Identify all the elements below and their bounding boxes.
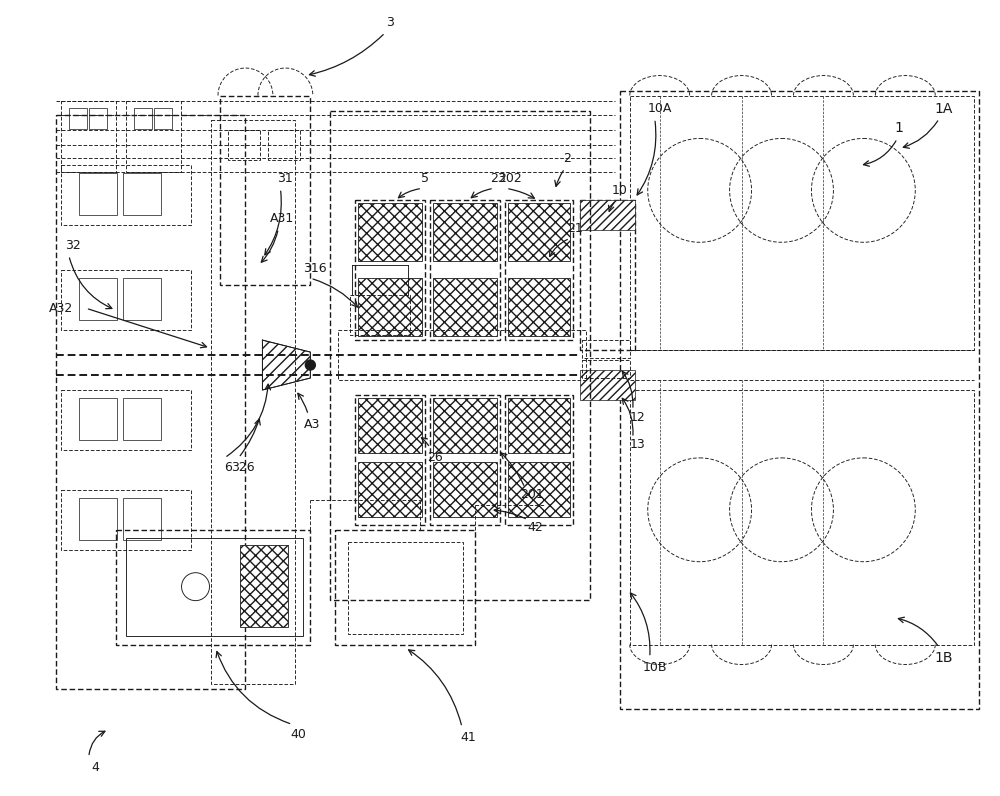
Bar bbox=[123, 174, 161, 216]
Bar bbox=[61, 390, 191, 450]
Text: A31: A31 bbox=[270, 212, 295, 224]
Text: 32: 32 bbox=[65, 239, 81, 252]
Bar bbox=[582, 360, 630, 378]
Text: 201: 201 bbox=[520, 488, 544, 501]
Bar bbox=[348, 542, 463, 634]
Text: A3: A3 bbox=[304, 419, 321, 431]
Bar bbox=[268, 131, 300, 161]
Bar bbox=[134, 107, 152, 130]
Text: 40: 40 bbox=[290, 728, 306, 741]
Text: 6: 6 bbox=[225, 462, 232, 474]
Text: 12: 12 bbox=[630, 412, 646, 424]
Text: 202: 202 bbox=[498, 172, 522, 185]
Bar bbox=[508, 203, 570, 261]
Text: 10A: 10A bbox=[648, 102, 672, 115]
Bar bbox=[330, 111, 590, 599]
Text: 21: 21 bbox=[567, 222, 583, 235]
Text: 1: 1 bbox=[895, 122, 904, 135]
Bar bbox=[582, 340, 630, 358]
Text: 10: 10 bbox=[612, 184, 628, 197]
Bar bbox=[430, 395, 500, 525]
Text: 41: 41 bbox=[460, 731, 476, 744]
Bar bbox=[580, 201, 635, 350]
Bar bbox=[580, 201, 635, 230]
Bar bbox=[338, 330, 586, 380]
Bar bbox=[61, 166, 191, 225]
Bar bbox=[228, 131, 260, 161]
Text: 4: 4 bbox=[92, 761, 100, 774]
Bar bbox=[358, 203, 422, 261]
Bar bbox=[123, 498, 161, 540]
Bar bbox=[433, 203, 497, 261]
Bar bbox=[79, 174, 117, 216]
Bar bbox=[508, 462, 570, 517]
Bar bbox=[61, 490, 191, 550]
Bar bbox=[56, 115, 245, 689]
Bar bbox=[61, 100, 116, 173]
Bar bbox=[505, 395, 573, 525]
Bar bbox=[355, 201, 425, 340]
Bar bbox=[126, 538, 303, 635]
Text: 31: 31 bbox=[278, 172, 293, 185]
Bar bbox=[630, 96, 974, 350]
Text: 326: 326 bbox=[231, 462, 254, 474]
Bar bbox=[630, 390, 974, 645]
Bar bbox=[358, 279, 422, 336]
Bar bbox=[355, 395, 425, 525]
Bar bbox=[220, 96, 310, 285]
Bar bbox=[335, 530, 475, 645]
Text: A32: A32 bbox=[49, 302, 73, 314]
Bar bbox=[620, 91, 979, 709]
Bar bbox=[508, 398, 570, 453]
Bar bbox=[433, 462, 497, 517]
Bar bbox=[79, 498, 117, 540]
Text: 23: 23 bbox=[490, 172, 506, 185]
Bar bbox=[433, 279, 497, 336]
Bar bbox=[350, 295, 410, 335]
Bar bbox=[69, 107, 87, 130]
Text: 316: 316 bbox=[304, 262, 327, 275]
Text: 13: 13 bbox=[630, 439, 646, 451]
Text: 1B: 1B bbox=[934, 650, 952, 665]
Text: 5: 5 bbox=[421, 172, 429, 185]
Bar bbox=[508, 279, 570, 336]
Bar bbox=[580, 370, 635, 400]
Bar bbox=[89, 107, 107, 130]
Text: 1A: 1A bbox=[934, 102, 952, 115]
Bar bbox=[358, 462, 422, 517]
Bar bbox=[358, 398, 422, 453]
Bar bbox=[240, 544, 288, 626]
Bar bbox=[211, 120, 295, 685]
Text: 42: 42 bbox=[527, 521, 543, 534]
Bar bbox=[79, 398, 117, 440]
Circle shape bbox=[305, 360, 315, 370]
Text: 2: 2 bbox=[563, 152, 571, 165]
Bar bbox=[505, 201, 573, 340]
Bar bbox=[123, 279, 161, 320]
Bar bbox=[126, 100, 181, 173]
Text: 26: 26 bbox=[427, 451, 443, 464]
Bar bbox=[154, 107, 172, 130]
Text: 3: 3 bbox=[386, 16, 394, 29]
Bar bbox=[116, 530, 310, 645]
Bar bbox=[430, 201, 500, 340]
Bar bbox=[79, 279, 117, 320]
Bar bbox=[61, 270, 191, 330]
Bar bbox=[123, 398, 161, 440]
Text: 10B: 10B bbox=[642, 661, 667, 674]
Bar bbox=[433, 398, 497, 453]
